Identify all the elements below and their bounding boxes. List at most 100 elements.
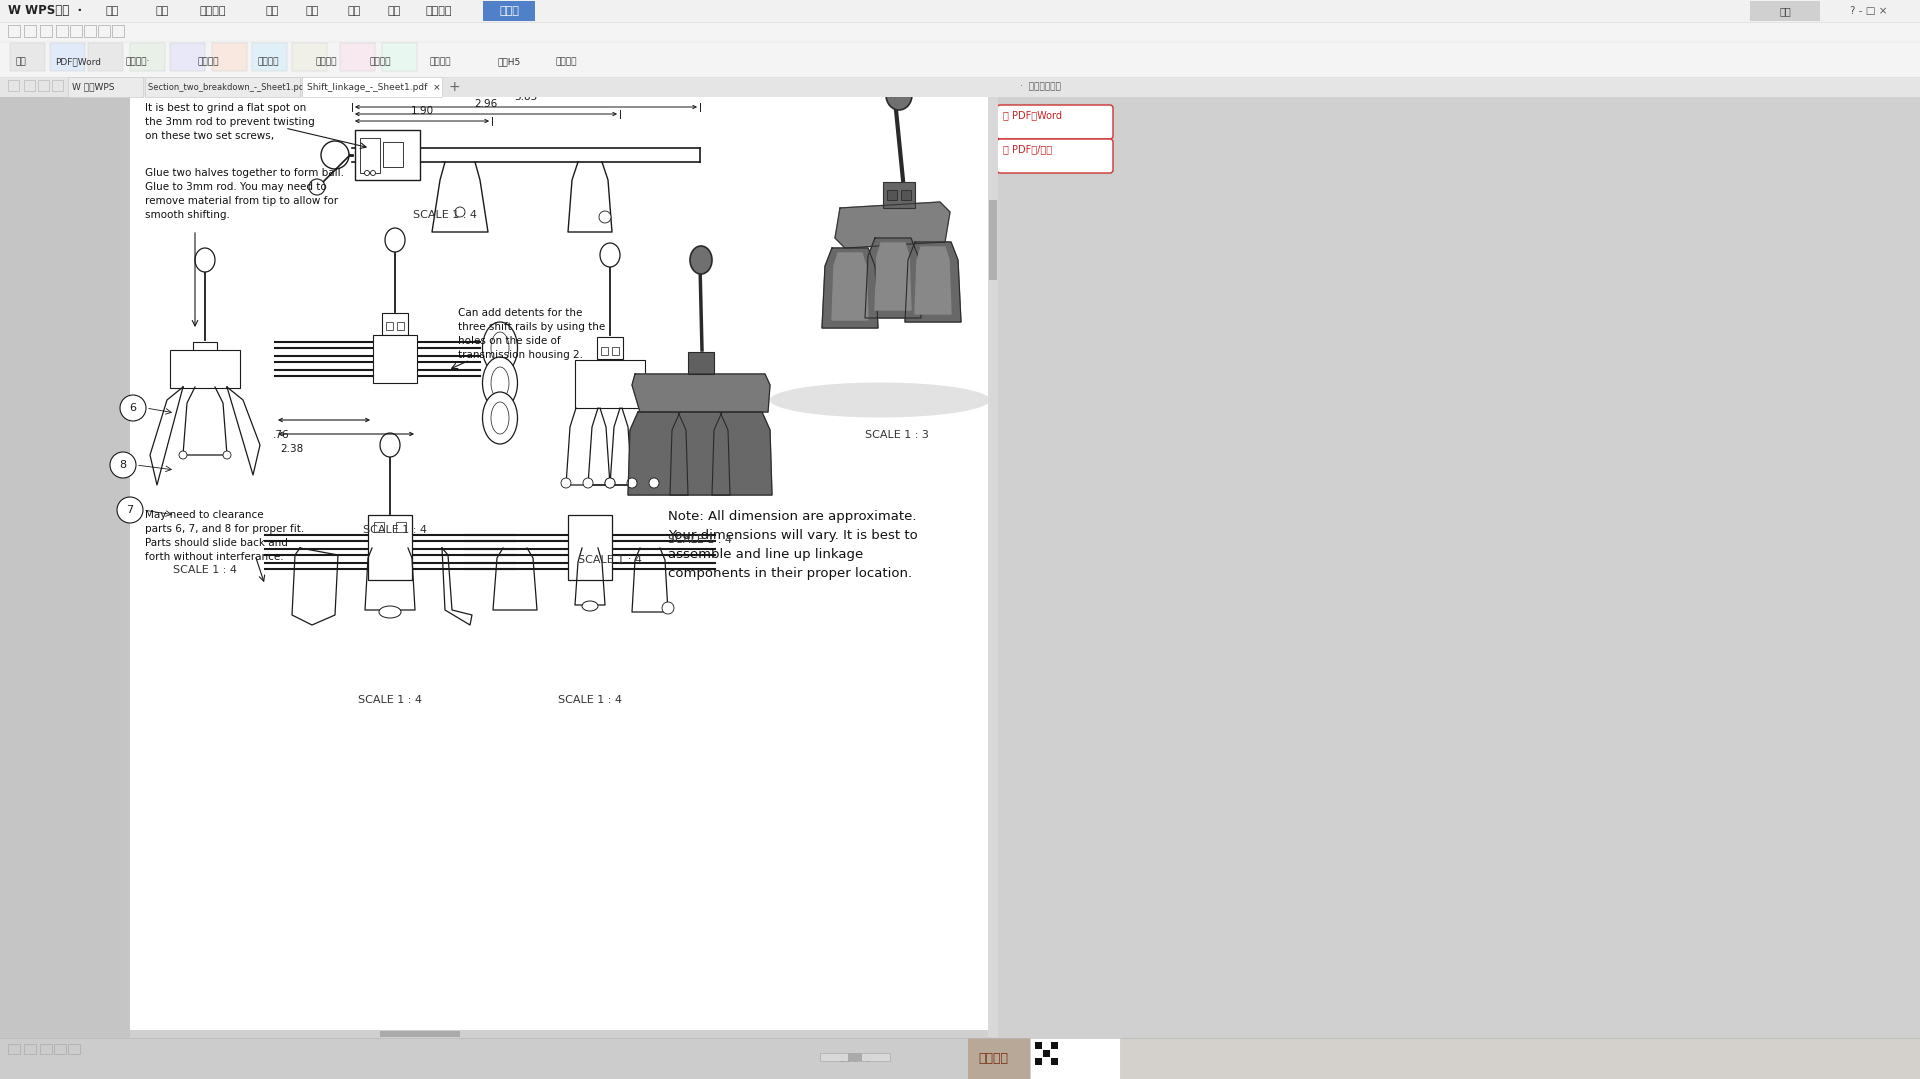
Bar xyxy=(194,342,217,364)
Bar xyxy=(1050,1042,1058,1049)
Text: 章节: 章节 xyxy=(388,6,401,16)
Ellipse shape xyxy=(386,228,405,252)
Text: W 我的WPS: W 我的WPS xyxy=(73,82,115,92)
Bar xyxy=(601,347,609,355)
Text: 3.85: 3.85 xyxy=(515,92,538,103)
Bar xyxy=(8,80,19,91)
Text: 🔴 PDF转Word: 🔴 PDF转Word xyxy=(1002,110,1062,120)
Polygon shape xyxy=(904,242,962,322)
Text: 页面布局: 页面布局 xyxy=(200,6,227,16)
Bar xyxy=(8,1044,19,1054)
Text: It is best to grind a flat spot on
the 3mm rod to prevent twisting
on these two : It is best to grind a flat spot on the 3… xyxy=(146,103,315,141)
Text: 云服务: 云服务 xyxy=(499,6,518,16)
Text: Shift_linkage_-_Sheet1.pdf  ×: Shift_linkage_-_Sheet1.pdf × xyxy=(307,82,440,92)
Ellipse shape xyxy=(887,84,899,96)
Bar xyxy=(131,43,165,71)
Ellipse shape xyxy=(380,433,399,457)
Bar xyxy=(380,1032,461,1037)
Text: 团队文档: 团队文档 xyxy=(371,57,392,66)
Text: 历史版本: 历史版本 xyxy=(198,57,219,66)
Bar xyxy=(131,97,991,1037)
Bar xyxy=(849,1053,862,1061)
Text: 登录: 登录 xyxy=(1780,6,1791,16)
Bar xyxy=(38,80,50,91)
Bar xyxy=(340,43,374,71)
Circle shape xyxy=(223,451,230,459)
Text: 开发工具: 开发工具 xyxy=(426,6,453,16)
Text: 8: 8 xyxy=(119,460,127,470)
Bar xyxy=(69,25,83,37)
Text: 智能推荐·: 智能推荐· xyxy=(125,57,150,66)
Ellipse shape xyxy=(196,248,215,272)
Polygon shape xyxy=(822,248,877,328)
Text: Glue two halves together to form ball.
Glue to 3mm rod. You may need to
remove m: Glue two halves together to form ball. G… xyxy=(146,168,344,220)
Polygon shape xyxy=(712,412,772,495)
Text: 审阅: 审阅 xyxy=(305,6,319,16)
Bar xyxy=(111,25,125,37)
Text: SCALE 1 : 3: SCALE 1 : 3 xyxy=(866,431,929,440)
Text: 1.90: 1.90 xyxy=(411,106,434,117)
Bar xyxy=(900,190,910,200)
Bar xyxy=(146,77,300,97)
Bar xyxy=(205,350,213,358)
Bar xyxy=(382,43,417,71)
Text: 漫游文档: 漫游文档 xyxy=(315,57,336,66)
Text: W WPS文字  ·: W WPS文字 · xyxy=(8,4,83,17)
Text: 6: 6 xyxy=(129,402,136,413)
Ellipse shape xyxy=(482,392,518,443)
Bar xyxy=(50,43,84,71)
Circle shape xyxy=(605,478,614,488)
Text: SCALE 1 : 4: SCALE 1 : 4 xyxy=(363,525,426,535)
Bar xyxy=(0,22,1920,77)
Polygon shape xyxy=(632,374,770,412)
Bar xyxy=(131,1030,989,1038)
Ellipse shape xyxy=(378,606,401,618)
Text: 100%: 100% xyxy=(839,1054,872,1064)
Bar xyxy=(484,1,536,21)
Bar xyxy=(989,97,998,1037)
Bar xyxy=(1035,1058,1043,1065)
Bar xyxy=(574,360,645,408)
Circle shape xyxy=(584,478,593,488)
Circle shape xyxy=(561,478,570,488)
Polygon shape xyxy=(628,412,687,495)
Bar xyxy=(1119,1038,1920,1079)
Bar xyxy=(1749,1,1820,21)
Bar xyxy=(23,80,35,91)
Ellipse shape xyxy=(492,332,509,364)
Ellipse shape xyxy=(492,402,509,434)
Polygon shape xyxy=(916,247,950,314)
Circle shape xyxy=(628,478,637,488)
Text: 星标文件: 星标文件 xyxy=(257,57,280,66)
Bar xyxy=(88,43,123,71)
Polygon shape xyxy=(876,243,910,310)
Text: 🔴 PDF分/合并: 🔴 PDF分/合并 xyxy=(1002,144,1052,154)
Bar xyxy=(883,182,916,208)
Circle shape xyxy=(109,452,136,478)
Text: 2.96: 2.96 xyxy=(474,99,497,109)
Bar xyxy=(67,77,142,97)
Circle shape xyxy=(365,170,369,176)
Text: 秀堂H5: 秀堂H5 xyxy=(497,57,520,66)
Circle shape xyxy=(117,497,142,523)
Text: .76: .76 xyxy=(273,431,290,440)
Bar xyxy=(23,1044,36,1054)
Ellipse shape xyxy=(482,357,518,409)
FancyBboxPatch shape xyxy=(996,139,1114,173)
Bar xyxy=(372,334,417,383)
Bar xyxy=(382,142,403,167)
Text: +: + xyxy=(447,80,459,94)
Bar xyxy=(40,25,52,37)
Ellipse shape xyxy=(482,322,518,374)
Text: SCALE 1 : 4: SCALE 1 : 4 xyxy=(668,535,732,545)
Polygon shape xyxy=(670,412,730,495)
Text: 划词翻译: 划词翻译 xyxy=(430,57,451,66)
Text: 视图: 视图 xyxy=(348,6,361,16)
Circle shape xyxy=(649,478,659,488)
Ellipse shape xyxy=(492,367,509,399)
Ellipse shape xyxy=(582,601,597,611)
Bar xyxy=(171,350,240,388)
Bar xyxy=(84,25,96,37)
Bar xyxy=(8,25,19,37)
Bar xyxy=(52,80,63,91)
